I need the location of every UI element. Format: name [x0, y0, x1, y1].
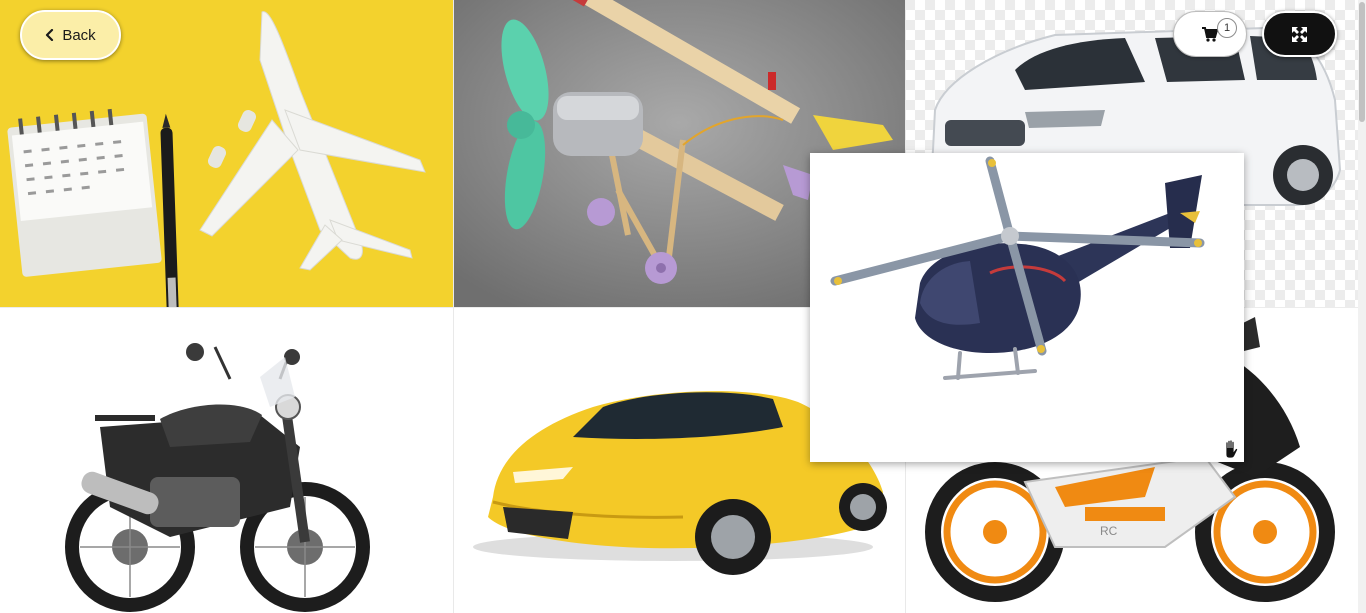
tile-biplane[interactable]: [453, 0, 905, 307]
cart-icon: [1202, 26, 1218, 42]
page-scrollbar[interactable]: [1358, 0, 1366, 613]
motorcycle-image: [0, 307, 453, 613]
biplane-image: [453, 0, 905, 307]
back-button-label: Back: [62, 26, 96, 44]
fullscreen-button[interactable]: [1262, 11, 1337, 57]
grid-divider: [453, 0, 454, 613]
helicopter-image: [810, 153, 1244, 462]
chevron-left-icon: [46, 29, 54, 41]
grid-divider: [0, 307, 1358, 308]
scrollbar-thumb[interactable]: [1359, 2, 1365, 122]
grab-hand-icon: [1225, 439, 1238, 459]
helicopter-card[interactable]: [810, 153, 1244, 462]
svg-text:RC: RC: [1100, 524, 1118, 538]
expand-icon: [1292, 26, 1307, 42]
cart-button[interactable]: 1: [1173, 11, 1247, 57]
tile-motorcycle[interactable]: [0, 307, 453, 613]
back-button[interactable]: Back: [20, 10, 121, 60]
cart-count-badge: 1: [1217, 18, 1237, 38]
